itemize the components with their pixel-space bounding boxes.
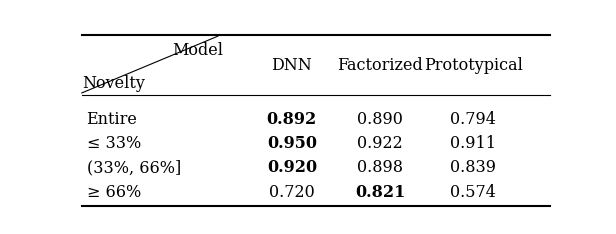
Text: 0.911: 0.911 [450, 135, 496, 152]
Text: ≤ 33%: ≤ 33% [86, 135, 141, 152]
Text: Entire: Entire [86, 111, 137, 128]
Text: 0.922: 0.922 [357, 135, 403, 152]
Text: 0.839: 0.839 [450, 159, 496, 176]
Text: Novelty: Novelty [82, 75, 145, 91]
Text: Factorized: Factorized [338, 57, 423, 73]
Text: Model: Model [172, 42, 224, 59]
Text: 0.821: 0.821 [355, 183, 405, 201]
Text: 0.574: 0.574 [450, 183, 496, 201]
Text: ≥ 66%: ≥ 66% [86, 183, 141, 201]
Text: 0.794: 0.794 [450, 111, 496, 128]
Text: 0.898: 0.898 [357, 159, 403, 176]
Text: 0.920: 0.920 [267, 159, 317, 176]
Text: 0.890: 0.890 [357, 111, 403, 128]
Text: 0.720: 0.720 [269, 183, 315, 201]
Text: Prototypical: Prototypical [424, 57, 523, 73]
Text: DNN: DNN [272, 57, 312, 73]
Text: (33%, 66%]: (33%, 66%] [86, 159, 181, 176]
Text: 0.892: 0.892 [267, 111, 317, 128]
Text: 0.950: 0.950 [267, 135, 317, 152]
